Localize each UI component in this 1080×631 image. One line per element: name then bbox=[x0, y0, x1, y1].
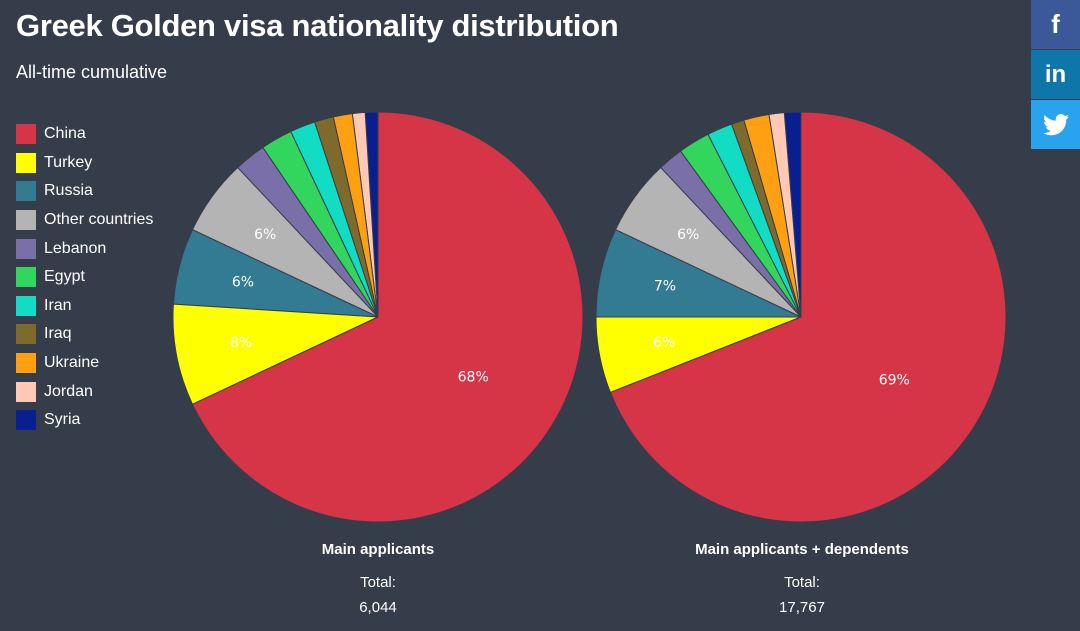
legend-swatch bbox=[16, 238, 36, 259]
legend-item: Turkey bbox=[16, 149, 153, 178]
legend-label: Iraq bbox=[44, 325, 72, 343]
legend-item: China bbox=[16, 120, 153, 149]
total-value: 6,044 bbox=[359, 599, 397, 616]
data-label-russia: 7% bbox=[654, 279, 676, 295]
legend-item: Russia bbox=[16, 177, 153, 206]
data-label-other-countries: 6% bbox=[254, 227, 276, 243]
pie-chart-main-applicants-dependents: 6% 7% 6% 69% bbox=[595, 111, 1007, 523]
legend-swatch bbox=[16, 324, 36, 345]
legend-item: Other countries bbox=[16, 206, 153, 235]
chart-title: Main applicants bbox=[321, 541, 435, 558]
legend-swatch bbox=[16, 353, 36, 374]
legend-item: Lebanon bbox=[16, 234, 153, 263]
data-label-turkey: 8% bbox=[230, 335, 252, 351]
total-label: Total: bbox=[360, 574, 396, 591]
legend-swatch bbox=[16, 152, 36, 173]
legend-label: Egypt bbox=[44, 268, 85, 286]
chart-caption-main-applicants: Main applicants Total: 6,044 bbox=[228, 541, 528, 616]
legend-item: Iran bbox=[16, 292, 153, 321]
legend: China Turkey Russia Other countries Leba… bbox=[16, 120, 153, 435]
legend-label: Russia bbox=[44, 182, 93, 200]
pie-slice-turkey bbox=[172, 303, 379, 405]
legend-label: China bbox=[44, 125, 86, 143]
legend-label: Jordan bbox=[44, 382, 93, 400]
legend-swatch bbox=[16, 410, 36, 431]
total-label: Total: bbox=[784, 574, 820, 591]
legend-swatch bbox=[16, 181, 36, 202]
data-label-china: 69% bbox=[879, 372, 910, 388]
data-label-other-countries: 6% bbox=[677, 227, 699, 243]
legend-swatch bbox=[16, 295, 36, 316]
pie-slice-china bbox=[191, 111, 584, 523]
legend-item: Syria bbox=[16, 406, 153, 435]
total-value: 17,767 bbox=[779, 599, 825, 616]
facebook-icon: f bbox=[1051, 9, 1060, 39]
page-subtitle: All-time cumulative bbox=[16, 62, 168, 82]
pie-slice-china bbox=[609, 111, 1007, 523]
legend-label: Lebanon bbox=[44, 239, 107, 257]
linkedin-share-button[interactable]: in bbox=[1031, 50, 1080, 99]
chart-title: Main applicants + dependents bbox=[695, 541, 909, 558]
chart-caption-main-applicants-dependents: Main applicants + dependents Total: 17,7… bbox=[652, 541, 952, 616]
legend-label: Turkey bbox=[44, 153, 93, 171]
facebook-share-button[interactable]: f bbox=[1031, 0, 1080, 49]
legend-item: Iraq bbox=[16, 320, 153, 349]
legend-swatch bbox=[16, 124, 36, 145]
twitter-icon bbox=[1042, 113, 1069, 135]
legend-item: Egypt bbox=[16, 263, 153, 292]
legend-label: Ukraine bbox=[44, 354, 100, 372]
data-label-russia: 6% bbox=[232, 274, 254, 290]
legend-label: Syria bbox=[44, 411, 81, 429]
twitter-share-button[interactable] bbox=[1031, 100, 1080, 149]
data-label-turkey: 6% bbox=[653, 335, 675, 351]
legend-swatch bbox=[16, 267, 36, 288]
pie-chart-main-applicants: 6% 6% 8% 68% bbox=[172, 111, 584, 523]
linkedin-icon: in bbox=[1044, 60, 1067, 88]
legend-item: Jordan bbox=[16, 377, 153, 406]
data-label-china: 68% bbox=[458, 369, 489, 385]
legend-label: Iran bbox=[44, 296, 72, 314]
legend-swatch bbox=[16, 381, 36, 402]
page-title: Greek Golden visa nationality distributi… bbox=[16, 8, 619, 43]
legend-label: Other countries bbox=[44, 211, 154, 229]
legend-swatch bbox=[16, 210, 36, 231]
legend-item: Ukraine bbox=[16, 349, 153, 378]
